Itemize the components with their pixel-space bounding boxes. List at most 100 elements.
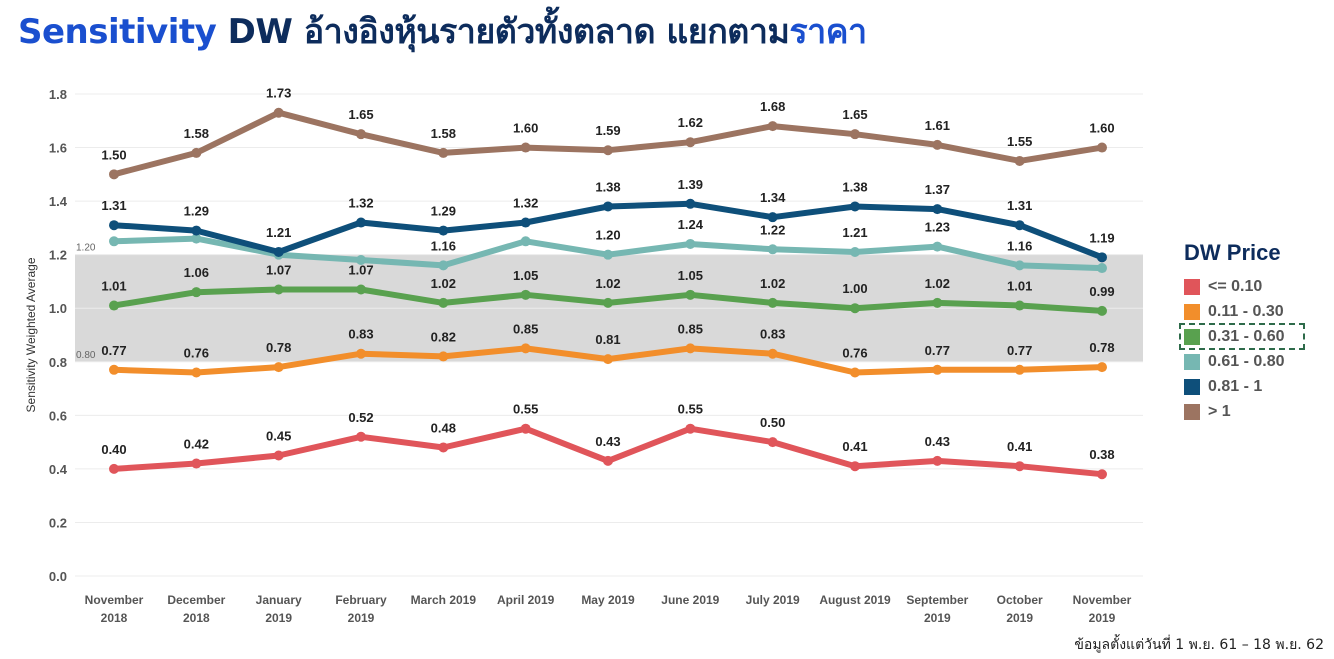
series-line [111,109,1105,178]
data-label: 1.50 [101,147,126,162]
data-point [520,289,531,300]
data-label: 0.41 [1007,439,1032,454]
x-tick-label: 2019 [1006,611,1033,625]
data-label: 0.43 [595,434,620,449]
data-label: 1.55 [1007,134,1032,149]
data-point [767,437,778,448]
data-label: 1.23 [925,220,950,235]
data-label: 1.34 [760,190,786,205]
data-point [767,244,778,255]
data-label: 1.16 [431,238,456,253]
data-label: 0.45 [266,429,291,444]
y-tick-label: 0.2 [49,515,67,530]
legend-label: 0.61 - 0.80 [1208,352,1285,370]
data-point [273,362,284,373]
data-point [273,284,284,295]
data-point [850,303,860,314]
data-point [767,348,778,359]
data-point [932,139,943,150]
x-tick-label: March 2019 [411,593,477,607]
data-label: 0.50 [760,415,785,430]
data-label: 1.19 [1089,230,1114,245]
legend-item[interactable]: 0.81 - 1 [1180,374,1304,399]
data-label: 0.78 [1089,340,1114,355]
y-tick-label: 0.8 [49,355,67,370]
legend-swatch [1184,403,1200,420]
x-tick-label: December [167,593,225,607]
footnote: ข้อมูลตั้งแต่วันที่ 1 พ.ย. 61 – 18 พ.ย. … [1074,637,1324,653]
legend-item[interactable]: 0.61 - 0.80 [1180,349,1304,374]
data-point [1014,220,1025,231]
data-point [685,289,696,300]
data-label: 0.85 [678,321,703,336]
data-label: 1.58 [431,126,456,141]
data-point [1097,263,1107,274]
data-point [850,129,860,140]
data-point [1097,142,1107,153]
data-point [109,169,119,180]
data-point [603,145,613,156]
data-label: 0.42 [184,437,209,452]
data-label: 1.16 [1007,238,1032,253]
data-point [356,431,366,442]
data-point [356,284,366,295]
data-point [603,297,613,308]
data-point [685,423,696,434]
data-label: 1.24 [678,217,704,232]
y-tick-label: 1.6 [49,141,67,156]
x-tick-label: 2019 [265,611,292,625]
data-label: 0.77 [1007,343,1032,358]
data-point [932,364,943,375]
data-point [603,249,613,260]
data-point [109,220,119,231]
data-label: 0.55 [513,402,538,417]
data-point [438,442,449,453]
legend-item[interactable]: 0.31 - 0.60 [1179,323,1305,350]
legend-label: <= 0.10 [1208,277,1263,295]
data-label: 1.60 [513,121,538,136]
legend-swatch [1184,378,1200,395]
x-tick-label: November [85,593,144,607]
data-label: 0.99 [1089,284,1114,299]
data-label: 1.31 [101,198,126,213]
data-label: 1.05 [678,268,703,283]
data-point [356,348,366,359]
x-tick-label: 2019 [924,611,951,625]
data-label: 1.68 [760,99,785,114]
y-tick-label: 0.0 [49,569,67,584]
data-point [191,458,202,469]
x-tick-label: August 2019 [819,593,891,607]
legend-item[interactable]: 0.11 - 0.30 [1180,299,1304,324]
data-point [850,461,860,472]
data-label: 0.78 [266,340,291,355]
legend-items: <= 0.10 0.11 - 0.30 0.31 - 0.60 0.61 - 0.80… [1179,274,1305,424]
data-point [438,260,449,271]
data-point [191,367,202,378]
data-label: 0.55 [678,402,703,417]
data-point [767,121,778,132]
data-point [850,201,860,212]
y-tick-label: 1.0 [49,301,67,316]
legend-label: 0.31 - 0.60 [1208,327,1285,345]
data-point [850,367,860,378]
x-tick-label: September [906,593,968,607]
x-tick-label: April 2019 [497,593,555,607]
legend-swatch [1184,328,1200,345]
data-label: 1.29 [431,204,456,219]
data-label: 1.58 [184,126,209,141]
x-tick-label: October [997,593,1043,607]
data-label: 0.83 [348,327,373,342]
x-tick-label: 2018 [183,611,210,625]
data-point [1014,461,1025,472]
x-tick-label: January [256,593,302,607]
x-tick-label: June 2019 [661,593,719,607]
data-point [273,450,284,461]
legend-item[interactable]: > 1 [1180,399,1304,424]
data-label: 1.21 [842,225,867,240]
data-point [520,217,531,228]
legend-item[interactable]: <= 0.10 [1180,274,1304,299]
data-label: 1.00 [842,281,867,296]
data-label: 1.06 [184,265,209,280]
title-part-2: DW อ้างอิงหุ้นรายตัวทั้งตลาด แยกตาม [216,12,790,52]
